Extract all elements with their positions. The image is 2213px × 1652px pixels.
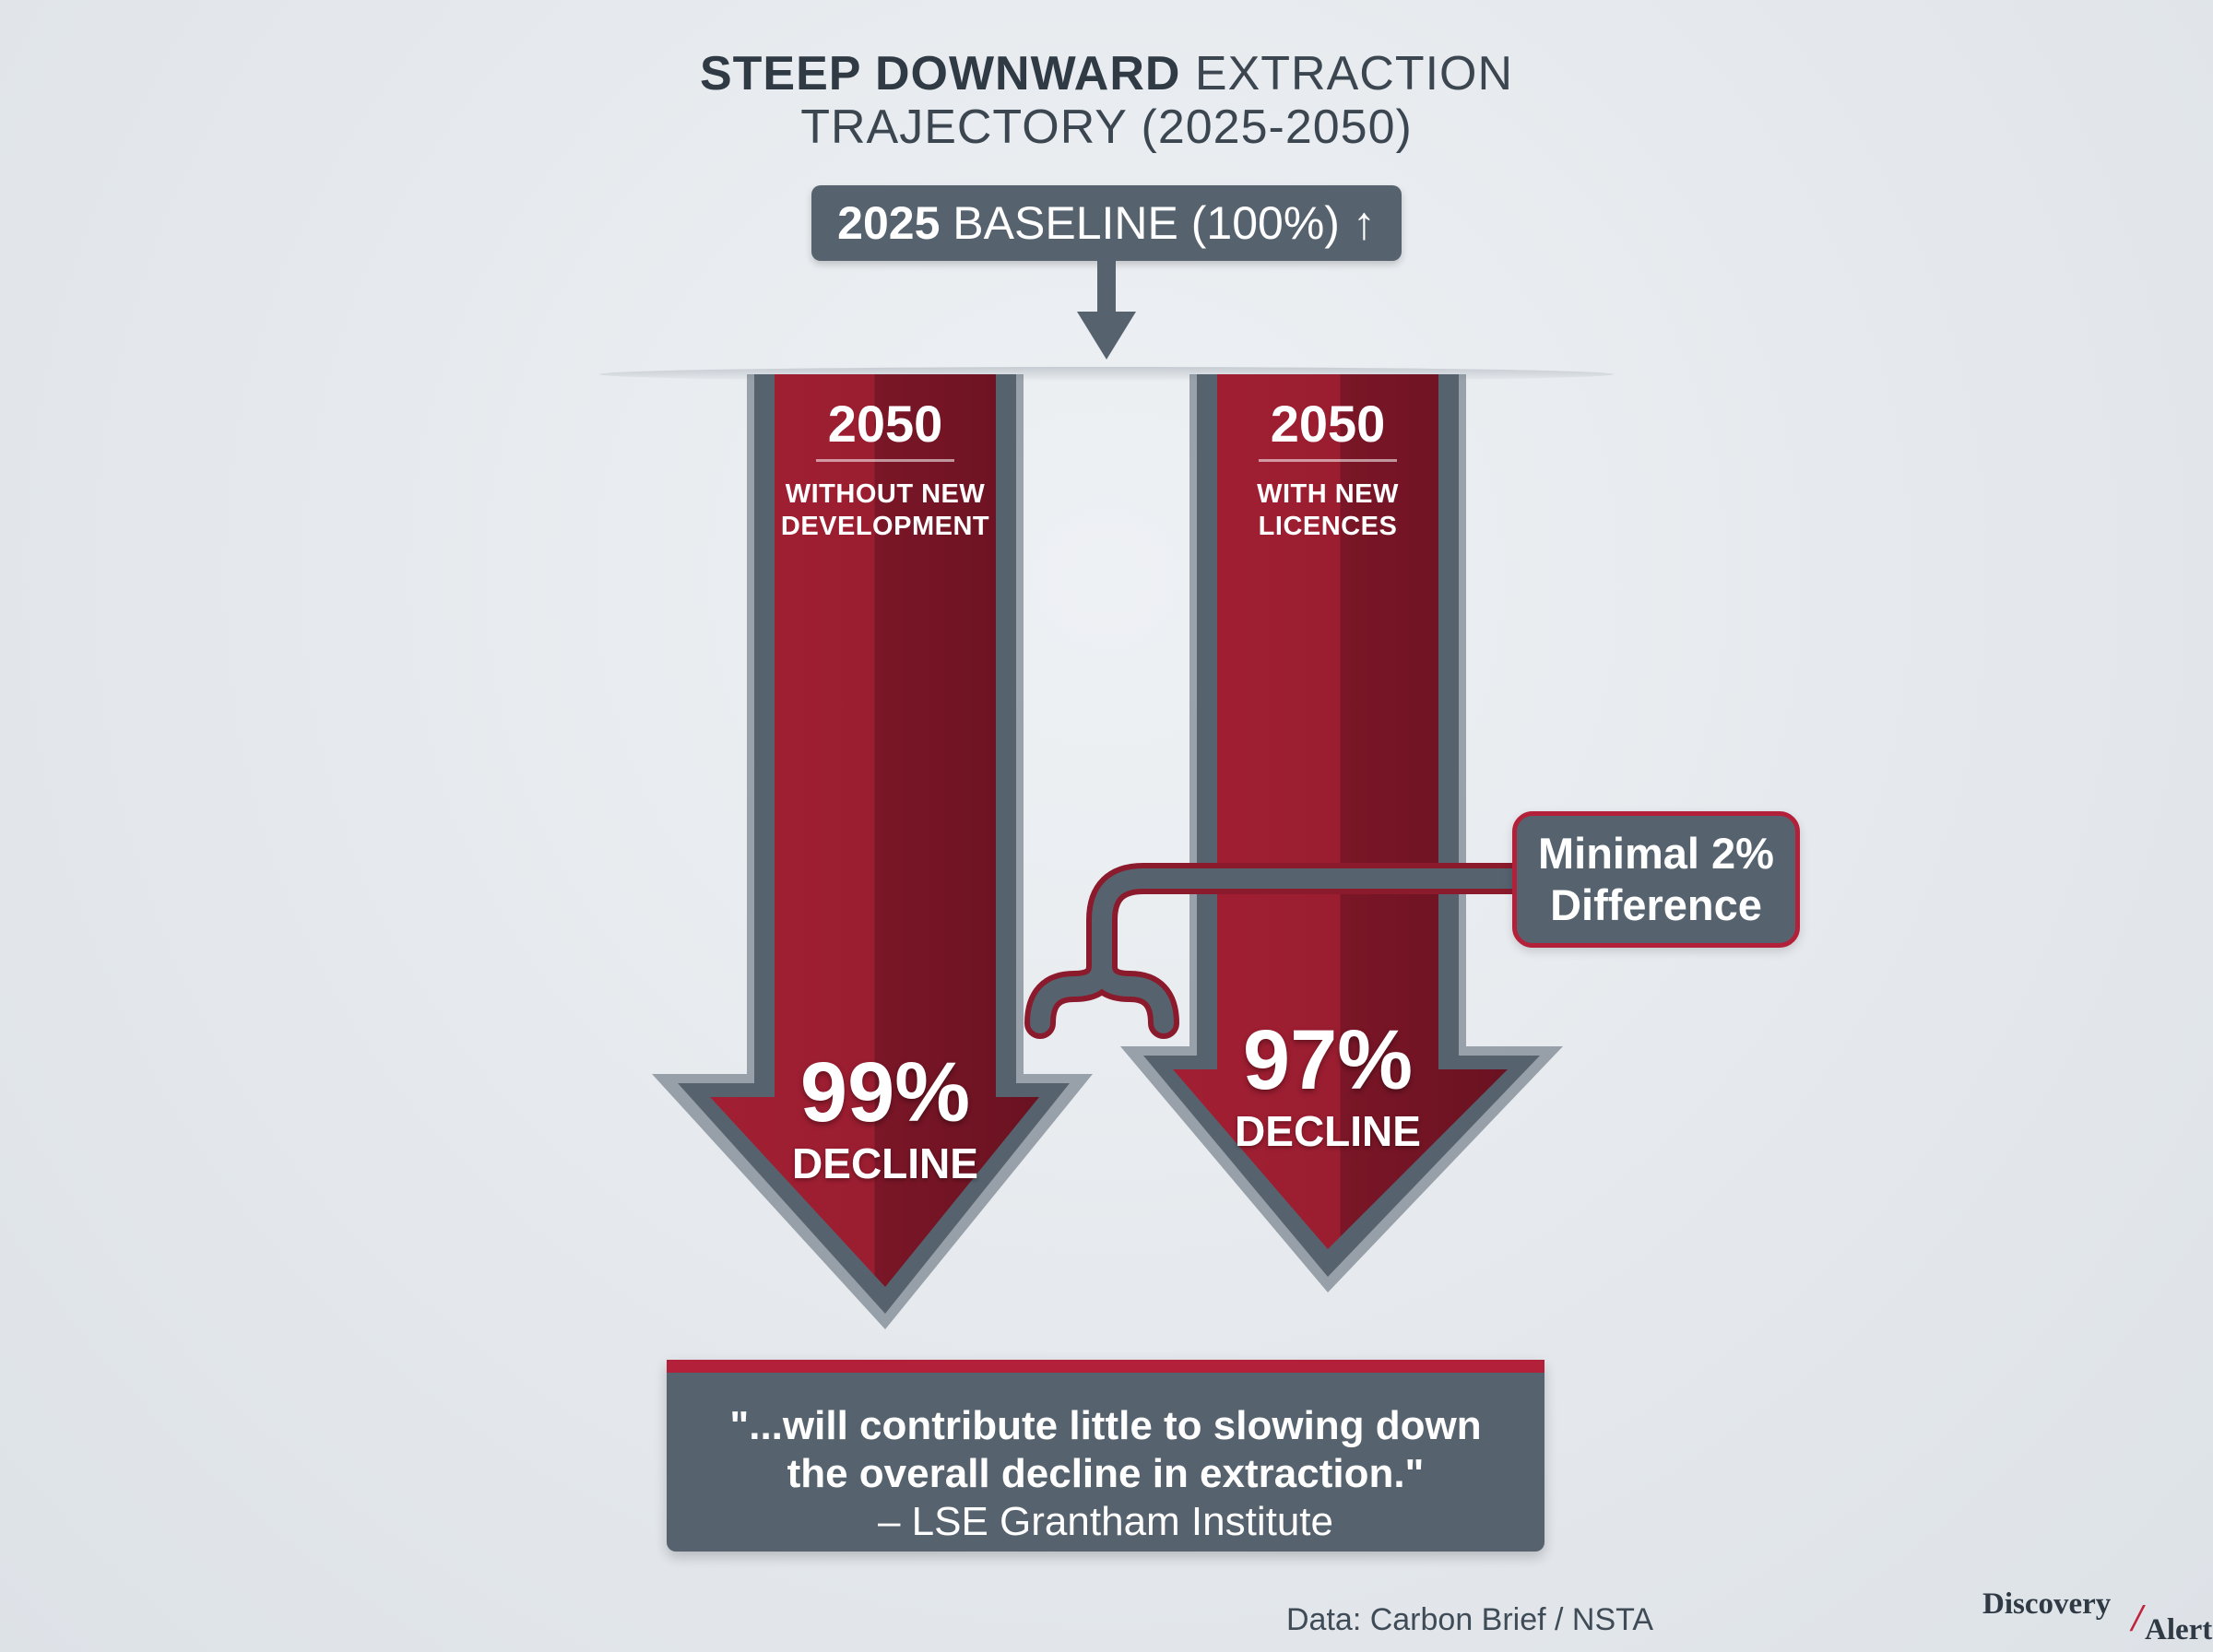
arrow-without-new-development	[652, 374, 1093, 1329]
chart-title-line-2: TRAJECTORY (2025-2050)	[800, 100, 1413, 154]
left-year: 2050	[827, 395, 943, 453]
right-arrow-value: 97% DECLINE	[1199, 1014, 1457, 1156]
difference-callout: Minimal 2% Difference	[1512, 811, 1800, 948]
logo-slash: /	[2132, 1598, 2143, 1640]
quote-line-1: "...will contribute little to slowing do…	[729, 1403, 1482, 1448]
left-divider	[816, 459, 954, 462]
left-scenario-line-1: WITHOUT NEW	[785, 479, 986, 509]
right-scenario-line-1: WITH NEW	[1257, 479, 1399, 509]
logo-part-2: Alert	[2145, 1613, 2213, 1646]
left-percent: 99%	[799, 1045, 971, 1139]
baseline-down-arrow	[1077, 261, 1136, 360]
callout-line-1: Minimal 2%	[1538, 829, 1774, 878]
baseline-year: 2025	[837, 197, 941, 249]
quote-line-2: the overall decline in extraction."	[787, 1451, 1425, 1496]
baseline-box: 2025 BASELINE (100%) ↑	[811, 185, 1402, 261]
left-scenario-line-2: DEVELOPMENT	[780, 512, 990, 541]
right-divider	[1259, 459, 1397, 462]
right-arrow-header: 2050 WITH NEW LICENCES	[1199, 395, 1457, 543]
left-arrow-header: 2050 WITHOUT NEW DEVELOPMENT	[756, 395, 1014, 543]
title-rest: EXTRACTION	[1180, 47, 1514, 100]
logo-part-1: Discovery	[1982, 1587, 2112, 1621]
title-bold: STEEP DOWNWARD	[699, 47, 1181, 100]
right-decline-label: DECLINE	[1235, 1107, 1421, 1155]
discovery-alert-logo: Discovery / Alert	[1982, 1587, 2212, 1646]
arrow-with-new-licences	[1120, 374, 1563, 1292]
left-arrow-value: 99% DECLINE	[756, 1046, 1014, 1188]
baseline-text: BASELINE (100%) ↑	[940, 197, 1376, 249]
right-year: 2050	[1270, 395, 1386, 453]
data-source-note: Data: Carbon Brief / NSTA	[1286, 1602, 1654, 1637]
right-percent: 97%	[1242, 1013, 1414, 1107]
quote-source: – LSE Grantham Institute	[877, 1499, 1334, 1544]
difference-bracket	[1024, 863, 1533, 1039]
left-decline-label: DECLINE	[792, 1139, 978, 1187]
quote-box: "...will contribute little to slowing do…	[667, 1360, 1544, 1552]
callout-line-2: Difference	[1550, 880, 1762, 929]
right-scenario-line-2: LICENCES	[1258, 512, 1398, 541]
chart-title-line-1: STEEP DOWNWARD EXTRACTION	[0, 46, 2213, 101]
